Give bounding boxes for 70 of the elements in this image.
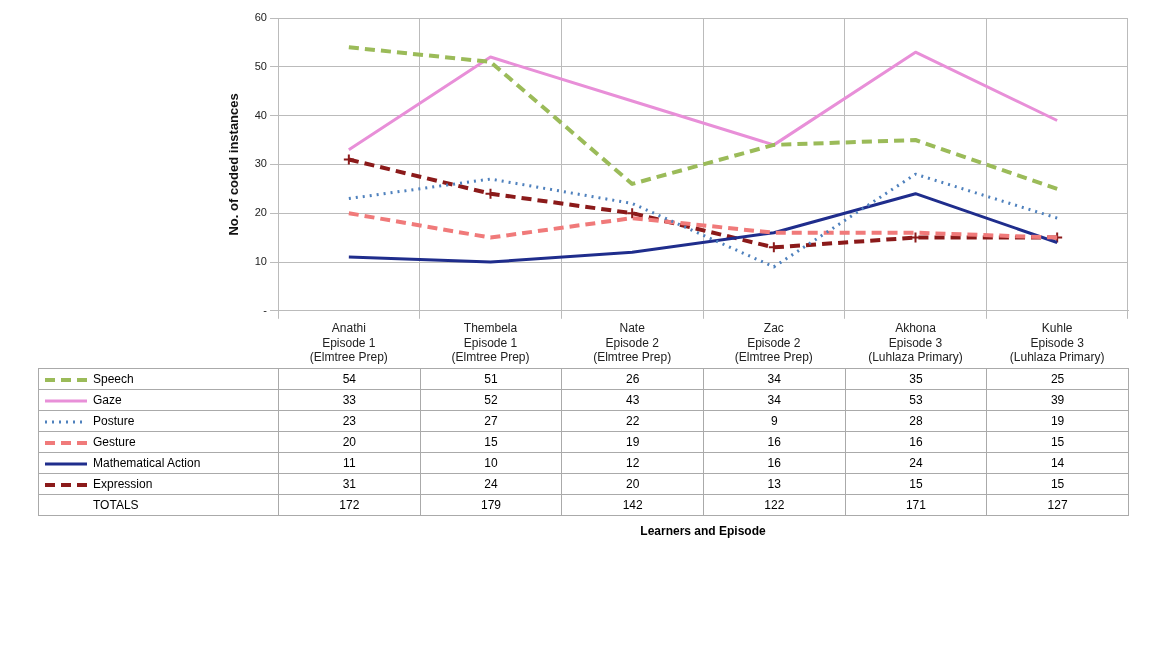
legend-label: Gaze bbox=[93, 393, 122, 407]
data-label: 19 bbox=[986, 410, 1129, 432]
x-tick-label: Nate Episode 2 (Elmtree Prep) bbox=[593, 321, 672, 365]
data-label: 11 bbox=[278, 452, 421, 474]
text: 142 bbox=[622, 498, 643, 512]
data-label: 16 bbox=[845, 431, 987, 453]
text: 172 bbox=[339, 498, 360, 512]
legend-label: Expression bbox=[93, 477, 153, 491]
data-label: 34 bbox=[703, 368, 846, 390]
line-series bbox=[346, 211, 1060, 240]
data-label: 15 bbox=[986, 431, 1129, 453]
legend-label: Mathematical Action bbox=[93, 456, 201, 470]
data-label: 22 bbox=[561, 410, 704, 432]
y-tick-label: 60 bbox=[254, 11, 267, 24]
data-label: 13 bbox=[703, 473, 846, 495]
text: TOTALS bbox=[38, 494, 279, 516]
data-label: 24 bbox=[420, 473, 562, 495]
data-label: 27 bbox=[420, 410, 562, 432]
point bbox=[484, 187, 497, 200]
y-axis-title: No. of coded instances bbox=[226, 93, 242, 236]
text: 122 bbox=[764, 498, 785, 512]
y-tick-label: 10 bbox=[254, 255, 267, 268]
x-tick-label: Thembela Episode 1 (Elmtree Prep) bbox=[451, 321, 530, 365]
data-label: 31 bbox=[278, 473, 421, 495]
y-tick-label: 50 bbox=[254, 59, 267, 72]
data-label: 10 bbox=[420, 452, 562, 474]
data-label: 15 bbox=[420, 431, 562, 453]
data-label: 15 bbox=[845, 473, 987, 495]
data-label: 25 bbox=[986, 368, 1129, 390]
data-label: 28 bbox=[845, 410, 987, 432]
data-label: 12 bbox=[561, 452, 704, 474]
y-tick-label: 40 bbox=[254, 108, 267, 121]
data-label: 23 bbox=[278, 410, 421, 432]
data-label: 54 bbox=[278, 368, 421, 390]
y-tick-label: 20 bbox=[254, 206, 267, 219]
x-tick-label: Kuhle Episode 3 (Luhlaza Primary) bbox=[1009, 321, 1105, 365]
data-label: 52 bbox=[420, 389, 562, 411]
data-label: 43 bbox=[561, 389, 704, 411]
data-label: 24 bbox=[845, 452, 987, 474]
data-label: 39 bbox=[986, 389, 1129, 411]
text: 171 bbox=[905, 498, 926, 512]
data-label: 20 bbox=[561, 473, 704, 495]
data-label: 35 bbox=[845, 368, 987, 390]
text: 179 bbox=[480, 498, 501, 512]
data-label: 20 bbox=[278, 431, 421, 453]
x-tick-label: Zac Episode 2 (Elmtree Prep) bbox=[734, 321, 813, 365]
data-label: 53 bbox=[845, 389, 987, 411]
data-label: 16 bbox=[703, 431, 846, 453]
data-label: 9 bbox=[703, 410, 846, 432]
data-label: 51 bbox=[420, 368, 562, 390]
legend-label: Speech bbox=[93, 372, 134, 386]
y-tick-label: 30 bbox=[254, 157, 267, 170]
data-label: 16 bbox=[703, 452, 846, 474]
x-tick-label: Anathi Episode 1 (Elmtree Prep) bbox=[309, 321, 388, 365]
point bbox=[626, 207, 639, 220]
data-label: 19 bbox=[561, 431, 704, 453]
data-label: 26 bbox=[561, 368, 704, 390]
data-label: 33 bbox=[278, 389, 421, 411]
legend-label: Gesture bbox=[93, 435, 136, 449]
data-label: 14 bbox=[986, 452, 1129, 474]
data-label: 15 bbox=[986, 473, 1129, 495]
legend-label: Posture bbox=[93, 414, 135, 428]
text: Learners and Episode bbox=[639, 524, 767, 538]
line-series bbox=[346, 45, 1060, 191]
data-label: 34 bbox=[703, 389, 846, 411]
point bbox=[342, 153, 355, 166]
y-tick-label: - bbox=[263, 303, 268, 316]
line-series bbox=[347, 172, 1059, 269]
x-tick-label: Akhona Episode 3 (Luhlaza Primary) bbox=[868, 321, 963, 365]
text: 127 bbox=[1047, 498, 1068, 512]
